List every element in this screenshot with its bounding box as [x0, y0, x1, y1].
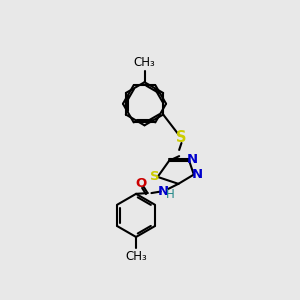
- Text: S: S: [150, 170, 159, 183]
- Text: CH₃: CH₃: [125, 250, 147, 263]
- Text: S: S: [176, 130, 187, 145]
- Text: N: N: [158, 185, 169, 198]
- Text: N: N: [192, 168, 203, 181]
- Text: O: O: [136, 177, 147, 190]
- Text: H: H: [166, 188, 175, 201]
- Text: CH₃: CH₃: [134, 56, 155, 69]
- Text: N: N: [187, 153, 198, 166]
